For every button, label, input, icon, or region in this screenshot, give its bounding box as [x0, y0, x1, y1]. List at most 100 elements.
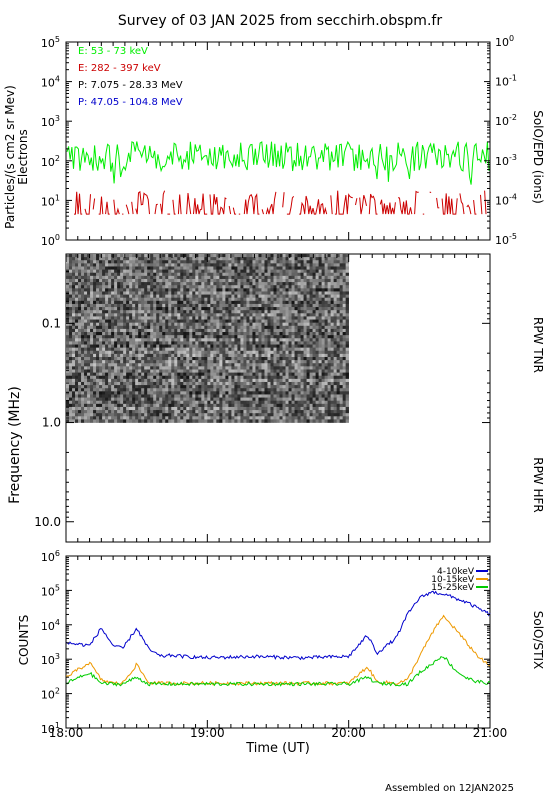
rpw-spectrogram-cell [114, 282, 118, 286]
rpw-spectrogram-cell [189, 338, 193, 342]
rpw-spectrogram-cell [252, 397, 256, 401]
rpw-spectrogram-cell [219, 363, 223, 367]
rpw-spectrogram-cell [159, 307, 163, 311]
rpw-spectrogram-cell [186, 385, 190, 389]
rpw-spectrogram-cell [336, 303, 340, 308]
rpw-spectrogram-cell [216, 369, 220, 373]
rpw-spectrogram-cell [282, 388, 286, 392]
rpw-spectrogram-cell [138, 410, 142, 414]
rpw-spectrogram-cell [303, 316, 307, 320]
rpw-spectrogram-cell [297, 257, 301, 261]
rpw-spectrogram-cell [306, 313, 310, 317]
rpw-spectrogram-cell [333, 391, 337, 395]
rpw-spectrogram-cell [147, 375, 151, 380]
rpw-spectrogram-cell [162, 328, 166, 333]
rpw-spectrogram-cell [66, 357, 70, 361]
rpw-spectrogram-cell [339, 403, 343, 408]
rpw-spectrogram-cell [174, 344, 178, 348]
rpw-spectrogram-cell [78, 272, 82, 277]
rpw-spectrogram-cell [300, 257, 304, 261]
rpw-spectrogram-cell [234, 363, 238, 367]
rpw-spectrogram-cell [222, 388, 226, 392]
rpw-spectrogram-cell [306, 275, 310, 280]
rpw-spectrogram-cell [306, 397, 310, 401]
rpw-spectrogram-cell [114, 375, 118, 380]
rpw-spectrogram-cell [294, 275, 298, 280]
rpw-spectrogram-cell [171, 366, 175, 370]
epd-ylabel-right: SolO/EPD (ions) [531, 110, 545, 204]
rpw-spectrogram-cell [96, 300, 100, 305]
rpw-spectrogram-cell [138, 319, 142, 323]
rpw-spectrogram-cell [174, 300, 178, 305]
rpw-spectrogram-cell [84, 400, 88, 405]
rpw-spectrogram-cell [87, 372, 91, 377]
rpw-spectrogram-cell [171, 294, 175, 298]
rpw-spectrogram-cell [345, 269, 349, 274]
rpw-spectrogram-cell [213, 313, 217, 317]
rpw-spectrogram-cell [282, 338, 286, 342]
rpw-spectrogram-cell [150, 366, 154, 370]
rpw-spectrogram-cell [225, 316, 229, 320]
rpw-spectrogram-cell [93, 254, 97, 258]
rpw-spectrogram-cell [168, 297, 172, 302]
rpw-spectrogram-cell [291, 316, 295, 320]
rpw-spectrogram-cell [225, 319, 229, 323]
epd-series-electrons-high [286, 196, 295, 215]
rpw-spectrogram-cell [258, 350, 262, 355]
rpw-spectrogram-cell [138, 316, 142, 320]
rpw-spectrogram-cell [231, 369, 235, 373]
rpw-spectrogram-cell [87, 366, 91, 370]
rpw-spectrogram-cell [255, 263, 259, 267]
rpw-spectrogram-cell [273, 400, 277, 405]
rpw-spectrogram-cell [168, 397, 172, 401]
rpw-spectrogram-cell [267, 366, 271, 370]
rpw-spectrogram-cell [267, 335, 271, 339]
rpw-spectrogram-cell [75, 254, 79, 258]
rpw-spectrogram-cell [171, 400, 175, 405]
rpw-spectrogram-cell [291, 403, 295, 408]
rpw-spectrogram-cell [198, 394, 202, 398]
rpw-spectrogram-cell [288, 344, 292, 348]
rpw-spectrogram-cell [285, 263, 289, 267]
rpw-spectrogram-cell [291, 363, 295, 367]
rpw-spectrogram-cell [174, 403, 178, 408]
rpw-spectrogram-cell [195, 310, 199, 314]
rpw-spectrogram-cell [138, 300, 142, 305]
rpw-spectrogram-cell [243, 322, 247, 327]
rpw-spectrogram-cell [273, 319, 277, 323]
rpw-spectrogram-cell [84, 394, 88, 398]
rpw-spectrogram-cell [273, 285, 277, 289]
rpw-spectrogram-cell [225, 350, 229, 355]
rpw-spectrogram-cell [195, 260, 199, 264]
rpw-spectrogram-cell [120, 385, 124, 389]
rpw-spectrogram-cell [249, 328, 253, 333]
rpw-spectrogram-cell [168, 406, 172, 411]
rpw-spectrogram-cell [207, 307, 211, 311]
rpw-spectrogram-cell [87, 347, 91, 352]
rpw-spectrogram-cell [243, 378, 247, 383]
rpw-spectrogram-cell [309, 272, 313, 277]
rpw-spectrogram-cell [342, 388, 346, 392]
rpw-spectrogram-cell [330, 307, 334, 311]
epd-ytick-right-label: 10-3 [495, 153, 517, 168]
rpw-spectrogram-cell [198, 381, 202, 386]
rpw-spectrogram-cell [324, 394, 328, 398]
rpw-spectrogram-cell [231, 357, 235, 361]
rpw-spectrogram-cell [159, 297, 163, 302]
rpw-spectrogram-cell [327, 291, 331, 295]
rpw-spectrogram-cell [186, 347, 190, 352]
rpw-spectrogram-cell [303, 313, 307, 317]
rpw-spectrogram-cell [198, 403, 202, 408]
rpw-spectrogram-cell [171, 278, 175, 283]
rpw-spectrogram-cell [297, 353, 301, 358]
rpw-spectrogram-cell [162, 403, 166, 408]
rpw-spectrogram-cell [144, 278, 148, 283]
rpw-spectrogram-cell [216, 260, 220, 264]
rpw-spectrogram-cell [78, 313, 82, 317]
rpw-spectrogram-cell [300, 291, 304, 295]
rpw-spectrogram-cell [72, 319, 76, 323]
rpw-spectrogram-cell [93, 369, 97, 373]
rpw-spectrogram-cell [312, 335, 316, 339]
rpw-spectrogram-cell [72, 300, 76, 305]
rpw-spectrogram-cell [66, 381, 70, 386]
